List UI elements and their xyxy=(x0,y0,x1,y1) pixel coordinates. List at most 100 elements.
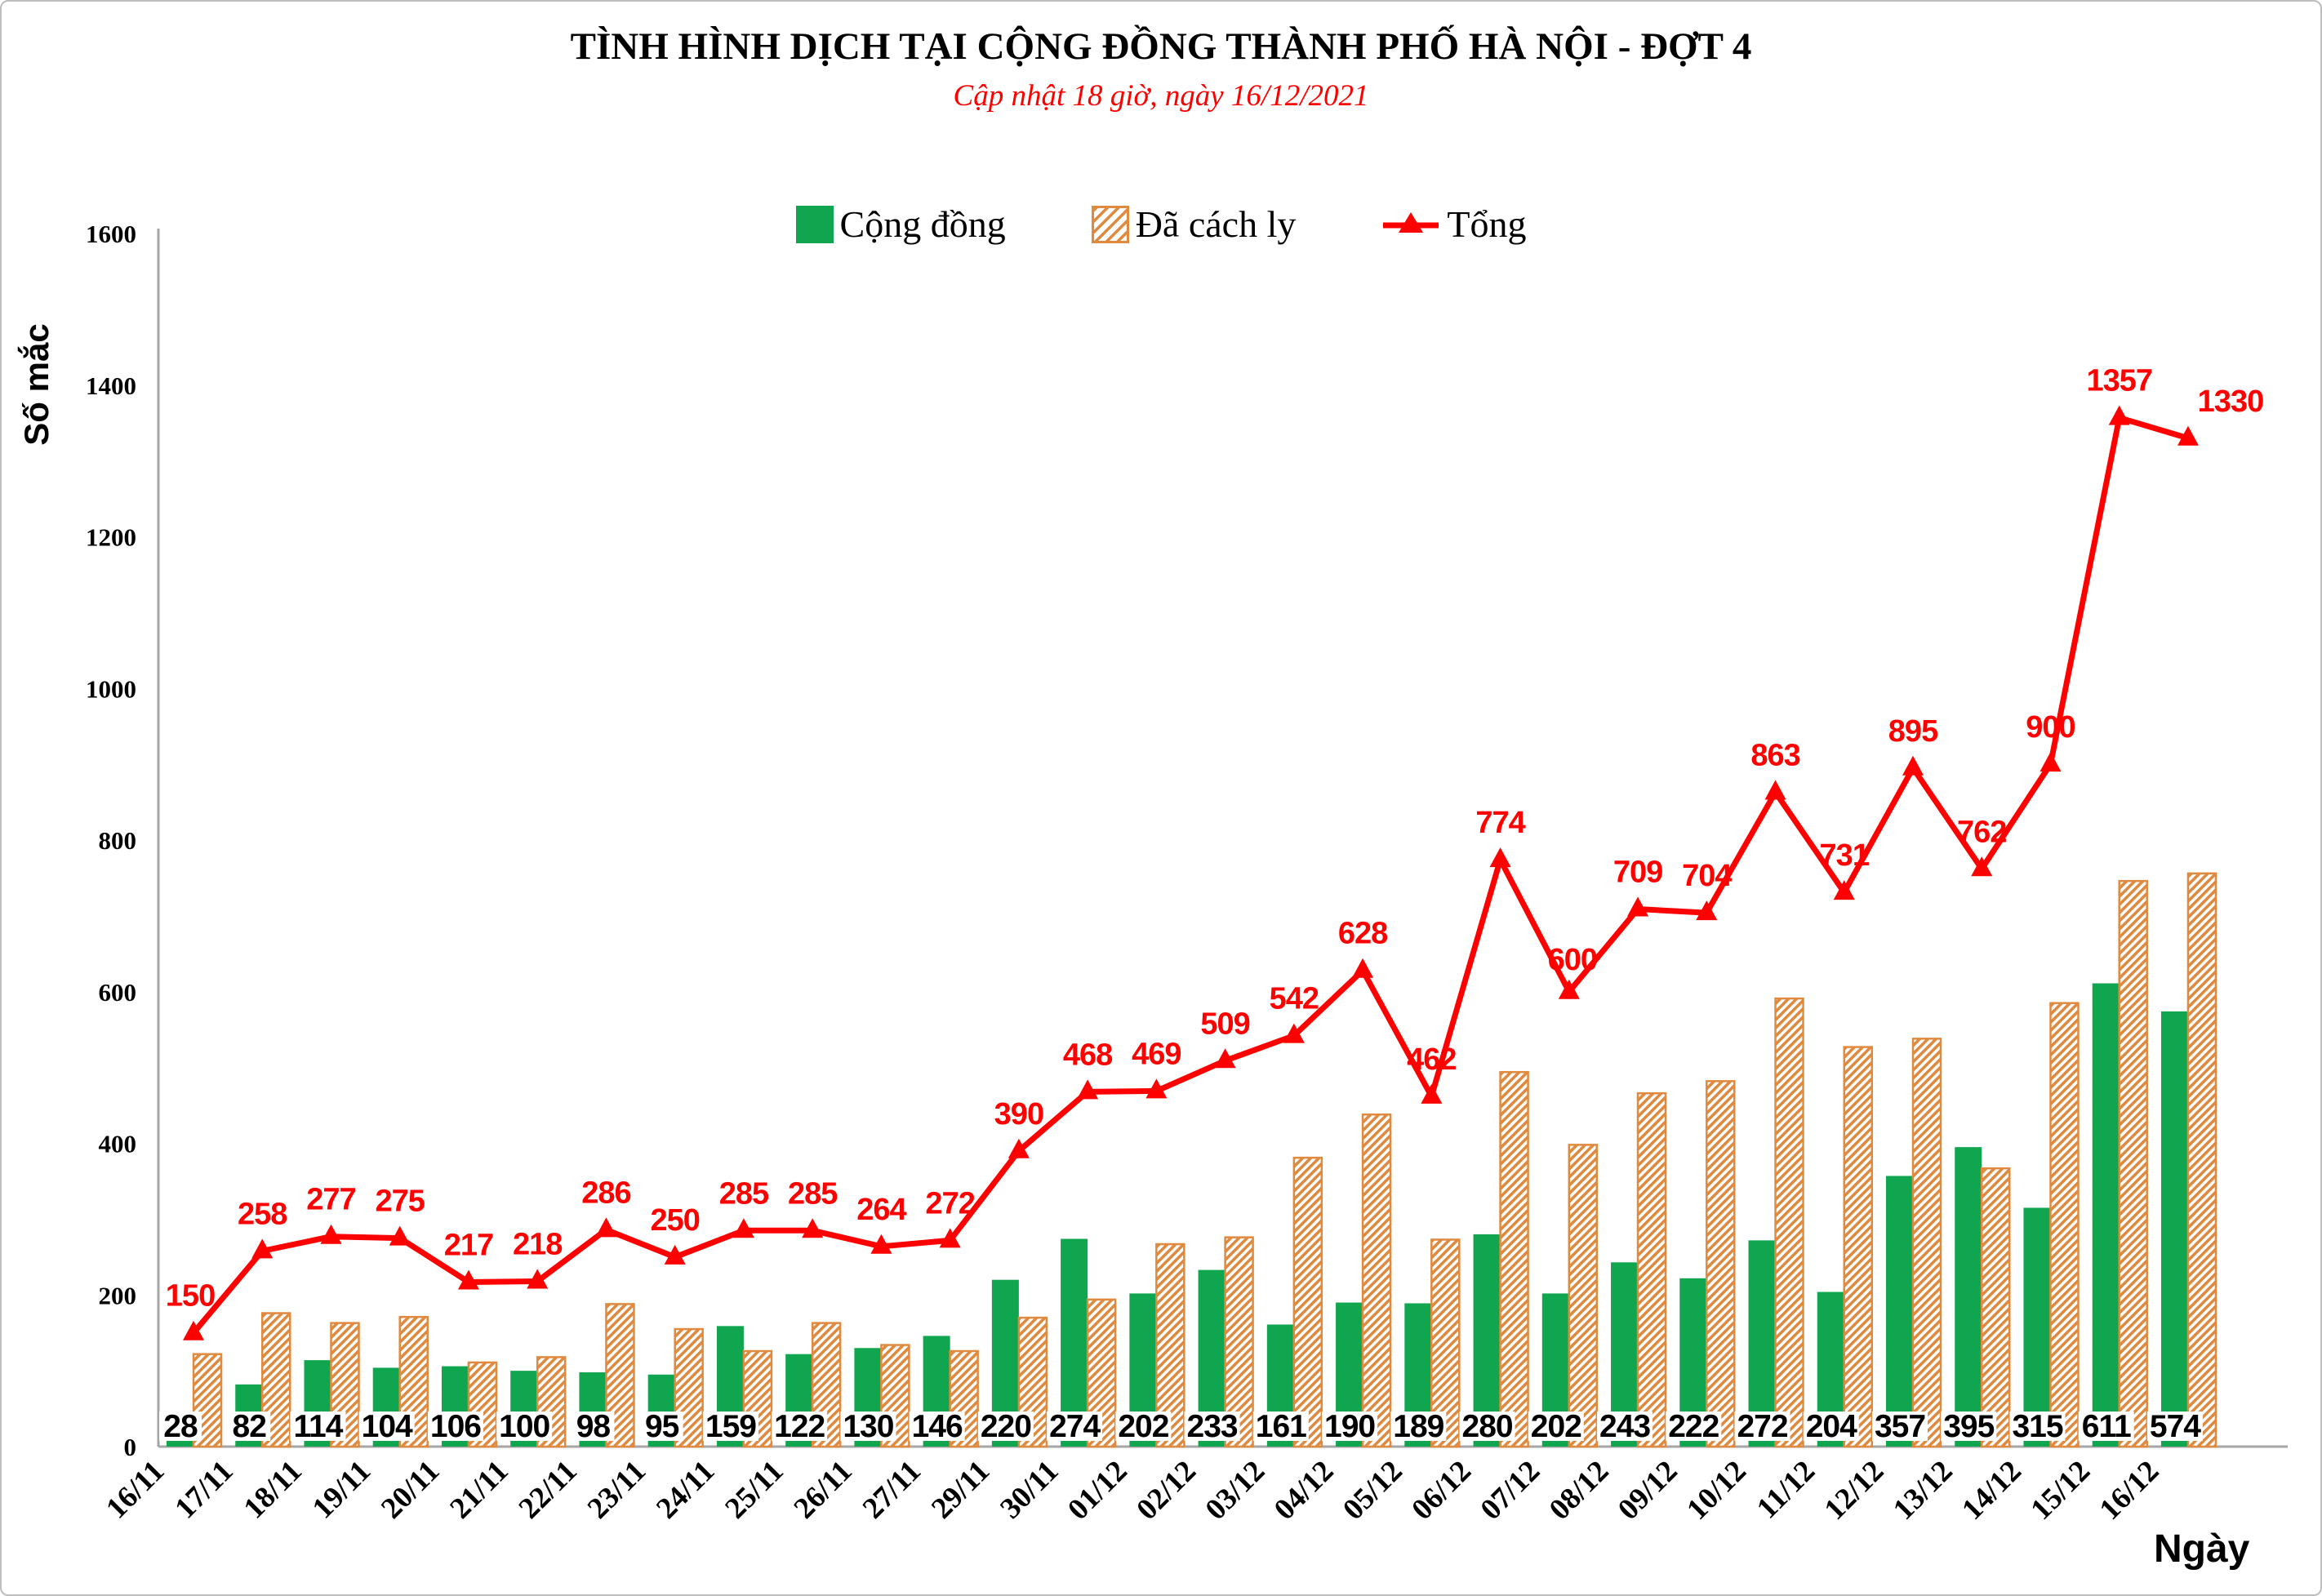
bar-value-label-bg xyxy=(358,1412,415,1441)
total-value-label: 628 xyxy=(1338,917,1387,951)
bar-value-label-bg xyxy=(702,1412,758,1441)
bar-quarantined xyxy=(605,1303,635,1448)
bar-community xyxy=(2092,983,2120,1447)
bar-quarantined xyxy=(1843,1046,1874,1448)
bar-value-label: 280 xyxy=(1462,1409,1513,1444)
hatched-square-icon xyxy=(1091,205,1129,243)
chart-subtitle: Cập nhật 18 giờ, ngày 16/12/2021 xyxy=(953,79,1369,113)
bar-value-label-bg xyxy=(496,1412,553,1441)
total-marker xyxy=(1833,880,1855,900)
bar-value-label-bg xyxy=(228,1412,271,1441)
bar-quarantined xyxy=(674,1327,704,1448)
x-tick-label: 26/11 xyxy=(788,1454,859,1525)
y-tick-label: 1400 xyxy=(86,371,136,400)
x-tick-label: 22/11 xyxy=(513,1454,584,1525)
bar-value-label-bg xyxy=(1047,1412,1103,1441)
total-value-label: 863 xyxy=(1750,738,1799,772)
total-value-label: 218 xyxy=(513,1228,562,1262)
total-line xyxy=(191,415,2189,1335)
total-value-label: 895 xyxy=(1888,714,1938,749)
bar-quarantined xyxy=(1706,1080,1736,1448)
bar-value-label: 82 xyxy=(233,1409,267,1444)
total-marker xyxy=(1558,979,1580,999)
x-tick-label: 13/12 xyxy=(1887,1454,1959,1527)
total-marker xyxy=(1077,1079,1099,1100)
x-tick-label: 06/12 xyxy=(1405,1454,1478,1527)
total-marker xyxy=(1627,896,1649,917)
x-tick-label: 02/12 xyxy=(1130,1454,1203,1527)
total-marker xyxy=(664,1244,686,1265)
x-tick-label: 23/11 xyxy=(581,1454,652,1525)
bar-community xyxy=(1473,1234,1501,1447)
x-tick-label: 30/11 xyxy=(994,1454,1065,1525)
total-marker xyxy=(1352,958,1374,978)
total-marker xyxy=(1764,780,1786,800)
bar-community xyxy=(1886,1176,1913,1447)
total-marker xyxy=(802,1218,824,1238)
bar-value-label: 189 xyxy=(1393,1409,1443,1444)
total-value-label: 462 xyxy=(1407,1043,1456,1077)
bar-value-label: 95 xyxy=(645,1409,679,1444)
x-tick-label: 16/11 xyxy=(100,1454,171,1525)
total-value-label: 217 xyxy=(444,1228,493,1262)
total-value-label: 258 xyxy=(238,1197,287,1231)
bar-value-label-bg xyxy=(427,1412,483,1441)
x-tick-label: 01/12 xyxy=(1061,1454,1134,1527)
legend-label-da-cach-ly: Đã cách ly xyxy=(1135,203,1297,245)
legend-item-da-cach-ly: Đã cách ly xyxy=(1091,202,1297,246)
bar-value-label: 222 xyxy=(1668,1409,1719,1444)
legend-item-cong-dong: Cộng đồng xyxy=(795,202,1006,246)
bar-value-label: 243 xyxy=(1599,1409,1650,1444)
y-tick-label: 200 xyxy=(99,1281,137,1309)
bar-value-label-bg xyxy=(1803,1412,1859,1441)
bar-value-label-bg xyxy=(1666,1412,1722,1441)
x-tick-label: 09/12 xyxy=(1612,1454,1684,1527)
total-value-label: 1330 xyxy=(2198,385,2264,419)
bar-quarantined xyxy=(2186,872,2217,1448)
bar-quarantined xyxy=(1292,1156,1323,1448)
bar-value-label: 114 xyxy=(294,1409,344,1444)
total-marker xyxy=(1421,1083,1443,1104)
total-value-label: 762 xyxy=(1957,815,2006,849)
x-tick-label: 29/11 xyxy=(925,1454,996,1525)
total-value-label: 704 xyxy=(1682,859,1732,893)
bar-quarantined xyxy=(1911,1038,1942,1448)
legend-label-tong: Tổng xyxy=(1447,203,1527,245)
total-value-label: 390 xyxy=(994,1097,1043,1131)
total-marker xyxy=(2040,752,2062,772)
bar-value-label: 202 xyxy=(1531,1409,1581,1444)
bar-value-label-bg xyxy=(159,1412,202,1441)
total-value-label: 250 xyxy=(650,1203,699,1238)
bar-value-label-bg xyxy=(290,1412,346,1441)
y-axis-title: Số mắc xyxy=(17,323,56,446)
bar-community xyxy=(2160,1011,2188,1447)
bar-value-label: 159 xyxy=(705,1409,756,1444)
total-marker xyxy=(320,1224,342,1244)
bar-value-label: 122 xyxy=(774,1409,825,1444)
bar-value-label-bg xyxy=(1459,1412,1515,1441)
x-tick-label: 25/11 xyxy=(718,1454,790,1525)
bar-value-label: 106 xyxy=(430,1409,481,1444)
chart-title: TÌNH HÌNH DỊCH TẠI CỘNG ĐỒNG THÀNH PHỐ H… xyxy=(570,25,1752,68)
bar-quarantined xyxy=(1636,1091,1667,1448)
green-square-icon xyxy=(795,205,834,243)
bar-value-label: 161 xyxy=(1256,1409,1306,1444)
bar-quarantined xyxy=(1980,1167,2011,1448)
bar-value-label-bg xyxy=(640,1412,683,1441)
total-marker xyxy=(2108,405,2130,425)
bar-value-label-bg xyxy=(1597,1412,1653,1441)
bar-value-label: 146 xyxy=(912,1409,963,1444)
bar-value-label-bg xyxy=(1115,1412,1172,1441)
total-value-label: 709 xyxy=(1613,856,1662,890)
total-value-label: 774 xyxy=(1475,806,1525,840)
total-marker xyxy=(1489,847,1511,868)
total-value-label: 150 xyxy=(166,1279,215,1314)
total-marker xyxy=(1283,1023,1305,1043)
x-tick-label: 04/12 xyxy=(1268,1454,1341,1527)
bar-community xyxy=(2023,1207,2051,1447)
total-value-label: 731 xyxy=(1820,838,1870,873)
x-tick-label: 21/11 xyxy=(443,1454,514,1525)
total-marker xyxy=(183,1320,204,1340)
bar-quarantined xyxy=(1568,1144,1599,1448)
